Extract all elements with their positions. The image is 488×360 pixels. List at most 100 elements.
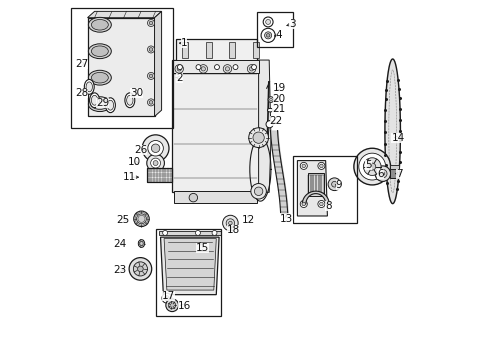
Text: 22: 22	[269, 116, 282, 126]
Text: 29: 29	[96, 98, 109, 108]
Circle shape	[300, 162, 306, 170]
Circle shape	[136, 214, 146, 224]
Circle shape	[147, 140, 163, 156]
Circle shape	[225, 219, 234, 227]
Circle shape	[222, 215, 238, 231]
Circle shape	[177, 65, 182, 69]
Ellipse shape	[91, 95, 98, 105]
Ellipse shape	[91, 46, 108, 57]
Ellipse shape	[91, 99, 108, 109]
Ellipse shape	[84, 80, 94, 94]
Ellipse shape	[91, 72, 108, 83]
Circle shape	[302, 202, 305, 206]
Circle shape	[374, 166, 390, 181]
Circle shape	[331, 181, 337, 187]
Circle shape	[319, 164, 323, 168]
Text: 15: 15	[195, 243, 208, 253]
Circle shape	[223, 65, 231, 73]
Text: 10: 10	[127, 157, 141, 167]
Circle shape	[233, 65, 238, 69]
Ellipse shape	[91, 19, 108, 30]
Circle shape	[300, 201, 306, 207]
Text: 26: 26	[134, 145, 147, 155]
Circle shape	[147, 19, 154, 27]
Text: 20: 20	[272, 94, 285, 104]
Circle shape	[147, 99, 154, 106]
Circle shape	[147, 46, 154, 53]
Circle shape	[214, 65, 219, 69]
Circle shape	[267, 97, 273, 102]
Circle shape	[251, 65, 256, 69]
Circle shape	[162, 293, 171, 303]
Circle shape	[378, 170, 386, 178]
Ellipse shape	[89, 93, 99, 108]
Ellipse shape	[267, 108, 272, 112]
Circle shape	[149, 21, 152, 25]
Text: 11: 11	[123, 172, 136, 182]
Circle shape	[212, 230, 217, 235]
Polygon shape	[154, 12, 161, 117]
Circle shape	[265, 121, 272, 128]
Bar	[252, 42, 259, 58]
Polygon shape	[87, 12, 161, 18]
Polygon shape	[297, 161, 327, 216]
Circle shape	[142, 135, 169, 162]
Circle shape	[151, 144, 160, 153]
Circle shape	[133, 211, 149, 226]
Text: 6: 6	[377, 168, 383, 179]
Text: 25: 25	[116, 215, 129, 225]
Ellipse shape	[88, 70, 111, 85]
Bar	[310, 175, 313, 193]
Text: 1: 1	[180, 38, 187, 48]
Circle shape	[163, 230, 167, 235]
Circle shape	[265, 19, 270, 24]
Text: 7: 7	[396, 168, 402, 179]
Text: 16: 16	[178, 301, 191, 311]
Circle shape	[168, 302, 175, 309]
Text: 27: 27	[75, 59, 88, 68]
Circle shape	[149, 48, 152, 51]
Text: 8: 8	[325, 202, 331, 211]
Bar	[156, 229, 220, 316]
Text: 18: 18	[227, 225, 240, 235]
Ellipse shape	[138, 240, 144, 247]
Text: 19: 19	[272, 83, 285, 93]
Circle shape	[368, 163, 375, 170]
Circle shape	[196, 65, 201, 69]
Circle shape	[199, 65, 207, 73]
Circle shape	[228, 221, 232, 225]
Bar	[172, 60, 258, 73]
Ellipse shape	[88, 44, 111, 59]
Text: 2: 2	[176, 73, 183, 83]
Bar	[321, 175, 323, 193]
Bar	[307, 175, 310, 193]
Circle shape	[165, 299, 178, 312]
Circle shape	[149, 100, 152, 104]
Ellipse shape	[124, 93, 135, 108]
Circle shape	[177, 67, 181, 71]
Text: 12: 12	[241, 215, 254, 225]
Circle shape	[150, 158, 160, 168]
Polygon shape	[258, 60, 270, 192]
Circle shape	[327, 178, 340, 190]
Circle shape	[263, 17, 272, 27]
Bar	[307, 173, 323, 196]
Bar	[318, 175, 321, 193]
Circle shape	[317, 201, 324, 207]
Circle shape	[247, 65, 255, 73]
Text: 9: 9	[335, 180, 342, 190]
Bar	[172, 60, 258, 192]
Circle shape	[302, 164, 305, 168]
Bar	[174, 190, 256, 203]
Bar	[228, 42, 235, 58]
Circle shape	[147, 72, 154, 80]
Circle shape	[266, 33, 269, 37]
Ellipse shape	[88, 97, 111, 112]
Circle shape	[189, 193, 197, 202]
Circle shape	[319, 202, 323, 206]
Circle shape	[380, 172, 384, 175]
Text: 30: 30	[130, 87, 143, 98]
Circle shape	[146, 154, 164, 172]
Bar	[71, 8, 173, 128]
Bar	[389, 170, 398, 178]
